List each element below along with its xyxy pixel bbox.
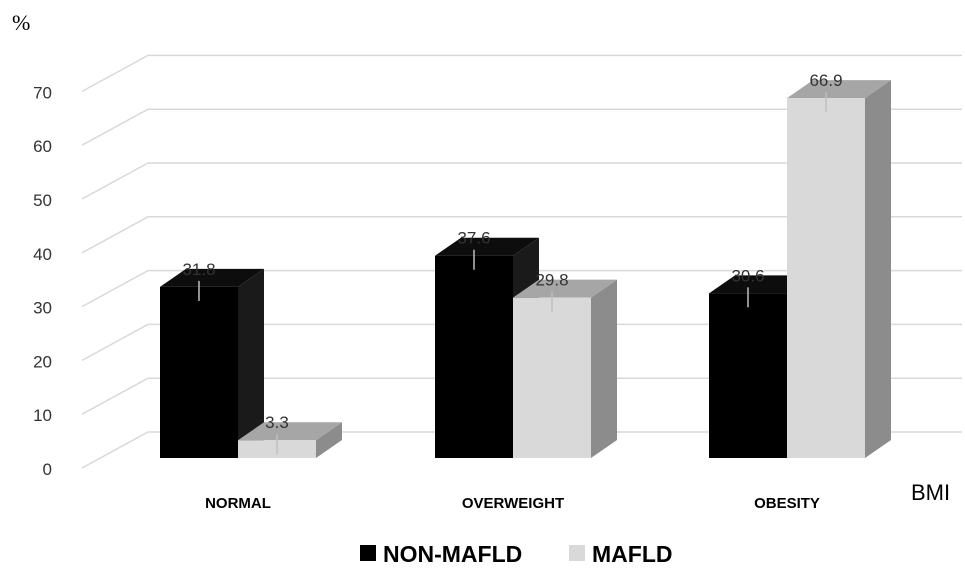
legend-swatch-non-mafld	[360, 545, 376, 561]
gridline	[81, 323, 962, 362]
bar-front	[160, 286, 238, 458]
y-tick-label: 70	[33, 83, 52, 102]
y-tick-label: 60	[33, 137, 52, 156]
category-label: OBESITY	[754, 495, 820, 512]
bar-mafld-overweight	[513, 279, 617, 458]
bar-top	[238, 422, 342, 441]
gridline	[81, 431, 962, 469]
legend-label-mafld: MAFLD	[592, 541, 672, 567]
bar-side	[238, 268, 264, 458]
y-tick-label: 0	[43, 460, 52, 479]
value-label: 30.6	[731, 266, 764, 285]
value-label: 37.6	[457, 229, 490, 248]
bar-front	[709, 293, 787, 458]
x-axis-label: BMI	[911, 480, 950, 505]
legend: NON-MAFLD MAFLD	[360, 541, 672, 567]
y-tick-label: 40	[33, 245, 52, 264]
value-label: 29.8	[535, 271, 568, 290]
category-label: OVERWEIGHT	[462, 495, 564, 512]
category-labels: NORMAL OVERWEIGHT OBESITY	[205, 495, 820, 512]
gridline	[81, 162, 962, 200]
bars	[160, 80, 891, 458]
bar-top	[787, 80, 891, 99]
y-axis-label: %	[12, 10, 30, 35]
gridlines	[81, 54, 962, 469]
legend-label-non-mafld: NON-MAFLD	[383, 541, 522, 567]
value-label: 31.8	[182, 260, 215, 279]
y-axis-ticks: 0 10 20 30 40 50 60 70	[33, 83, 52, 479]
y-tick-label: 30	[33, 299, 52, 318]
bar-side	[316, 422, 342, 458]
y-tick-label: 20	[33, 352, 52, 371]
bar-side	[591, 279, 617, 458]
bar-mafld-obesity	[787, 80, 891, 458]
y-tick-label: 10	[33, 406, 52, 425]
gridline	[81, 377, 962, 415]
bar-front	[787, 98, 865, 458]
bar-front	[513, 297, 591, 458]
y-tick-label: 50	[33, 191, 52, 210]
bar-mafld-normal	[238, 422, 342, 458]
bar-top	[513, 279, 617, 298]
value-label: 3.3	[265, 413, 289, 432]
value-labels: 31.8 3.3 37.6 29.8 30.6 66.9	[182, 71, 843, 455]
legend-swatch-mafld	[569, 545, 585, 561]
gridline	[81, 108, 962, 146]
bar-non-mafld-normal	[160, 268, 264, 458]
bar-side	[865, 80, 891, 458]
bar-top	[160, 268, 264, 287]
category-label: NORMAL	[205, 495, 271, 512]
bar-top	[435, 237, 539, 256]
gridline	[81, 54, 962, 93]
bar-front	[435, 255, 513, 458]
gridline	[81, 269, 962, 308]
value-label: 66.9	[809, 71, 842, 90]
gridline	[81, 216, 962, 254]
